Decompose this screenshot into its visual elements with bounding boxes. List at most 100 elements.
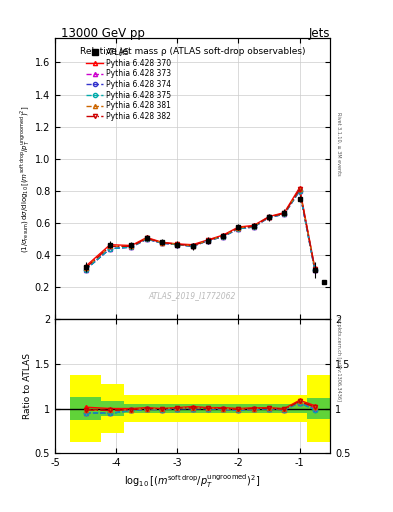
Pythia 6.428 375 — [144, 236, 149, 242]
Pythia 6.428 374 — [129, 244, 134, 250]
Line: Pythia 6.428 375: Pythia 6.428 375 — [83, 189, 317, 272]
Pythia 6.428 370 — [252, 222, 256, 228]
Line: Pythia 6.428 374: Pythia 6.428 374 — [83, 189, 317, 272]
Y-axis label: $(1/\sigma_{\rm resum})\,{\rm d}\sigma/{\rm d}\log_{10}[(m^{\rm soft\,drop}/p_T^: $(1/\sigma_{\rm resum})\,{\rm d}\sigma/{… — [18, 105, 32, 252]
Pythia 6.428 373 — [190, 243, 195, 249]
Bar — [292, 395, 307, 422]
Pythia 6.428 381 — [266, 214, 271, 220]
Bar — [307, 398, 323, 419]
Pythia 6.428 382 — [175, 241, 180, 247]
Pythia 6.428 382 — [129, 243, 134, 249]
Pythia 6.428 373 — [282, 211, 286, 217]
Pythia 6.428 382 — [83, 265, 88, 271]
Pythia 6.428 373 — [129, 244, 134, 250]
Text: mcplots.cern.ch [arXiv:1306.3436]: mcplots.cern.ch [arXiv:1306.3436] — [336, 316, 341, 401]
Pythia 6.428 381 — [297, 186, 302, 193]
Pythia 6.428 373 — [144, 236, 149, 242]
Bar — [307, 375, 323, 442]
Pythia 6.428 375 — [297, 188, 302, 194]
Bar — [170, 395, 185, 422]
Pythia 6.428 374 — [297, 188, 302, 194]
Pythia 6.428 373 — [175, 242, 180, 248]
Bar — [101, 401, 124, 416]
Pythia 6.428 375 — [282, 211, 286, 217]
Pythia 6.428 381 — [282, 210, 286, 217]
Pythia 6.428 374 — [206, 238, 210, 244]
Bar — [154, 395, 170, 422]
Bar — [185, 395, 200, 422]
Pythia 6.428 375 — [129, 244, 134, 250]
Pythia 6.428 374 — [221, 233, 226, 240]
Bar — [139, 395, 154, 422]
Pythia 6.428 375 — [236, 226, 241, 232]
Pythia 6.428 382 — [190, 243, 195, 249]
Pythia 6.428 375 — [206, 238, 210, 244]
Bar — [231, 404, 246, 413]
Bar — [139, 404, 154, 413]
Pythia 6.428 381 — [160, 240, 164, 246]
Bar — [101, 383, 124, 434]
Bar — [323, 398, 338, 419]
Pythia 6.428 370 — [312, 265, 317, 271]
Bar — [323, 375, 338, 442]
Line: Pythia 6.428 381: Pythia 6.428 381 — [83, 187, 317, 271]
Legend: ATLAS, Pythia 6.428 370, Pythia 6.428 373, Pythia 6.428 374, Pythia 6.428 375, P: ATLAS, Pythia 6.428 370, Pythia 6.428 37… — [86, 48, 171, 121]
Pythia 6.428 381 — [236, 225, 241, 231]
X-axis label: $\log_{10}[(m^{\rm soft\,drop}/p_T^{\rm ungroomed})^2]$: $\log_{10}[(m^{\rm soft\,drop}/p_T^{\rm … — [125, 472, 261, 490]
Pythia 6.428 381 — [252, 223, 256, 229]
Text: Relative jet mass ρ (ATLAS soft-drop observables): Relative jet mass ρ (ATLAS soft-drop obs… — [80, 47, 305, 56]
Bar — [170, 404, 185, 413]
Pythia 6.428 381 — [129, 243, 134, 249]
Pythia 6.428 373 — [160, 240, 164, 246]
Y-axis label: Ratio to ATLAS: Ratio to ATLAS — [23, 353, 32, 419]
Text: Rivet 3.1.10, ≥ 3M events: Rivet 3.1.10, ≥ 3M events — [336, 112, 341, 175]
Pythia 6.428 375 — [312, 267, 317, 273]
Pythia 6.428 373 — [266, 215, 271, 221]
Pythia 6.428 374 — [83, 267, 88, 273]
Pythia 6.428 382 — [297, 186, 302, 193]
Line: Pythia 6.428 370: Pythia 6.428 370 — [83, 186, 317, 270]
Pythia 6.428 375 — [266, 215, 271, 221]
Pythia 6.428 381 — [83, 265, 88, 271]
Pythia 6.428 370 — [83, 263, 88, 269]
Pythia 6.428 374 — [175, 242, 180, 248]
Pythia 6.428 375 — [160, 240, 164, 246]
Bar — [70, 397, 101, 420]
Bar — [277, 395, 292, 422]
Pythia 6.428 370 — [129, 242, 134, 248]
Pythia 6.428 370 — [144, 234, 149, 241]
Pythia 6.428 381 — [108, 243, 112, 249]
Bar — [215, 404, 231, 413]
Bar — [124, 395, 139, 422]
Bar — [246, 404, 261, 413]
Bar — [261, 395, 277, 422]
Pythia 6.428 370 — [160, 239, 164, 245]
Pythia 6.428 373 — [236, 226, 241, 232]
Bar — [215, 395, 231, 422]
Bar — [277, 404, 292, 413]
Pythia 6.428 374 — [190, 243, 195, 249]
Pythia 6.428 382 — [266, 214, 271, 220]
Pythia 6.428 373 — [252, 224, 256, 230]
Pythia 6.428 373 — [312, 267, 317, 273]
Pythia 6.428 374 — [266, 215, 271, 221]
Text: 13000 GeV pp: 13000 GeV pp — [61, 27, 145, 40]
Line: Pythia 6.428 373: Pythia 6.428 373 — [83, 189, 317, 272]
Pythia 6.428 382 — [160, 240, 164, 246]
Pythia 6.428 381 — [221, 233, 226, 239]
Bar — [261, 404, 277, 413]
Pythia 6.428 382 — [282, 210, 286, 217]
Pythia 6.428 375 — [83, 267, 88, 273]
Pythia 6.428 382 — [206, 237, 210, 243]
Pythia 6.428 370 — [206, 237, 210, 243]
Pythia 6.428 370 — [297, 185, 302, 191]
Pythia 6.428 382 — [236, 225, 241, 231]
Pythia 6.428 374 — [160, 240, 164, 246]
Bar — [246, 395, 261, 422]
Pythia 6.428 374 — [282, 211, 286, 217]
Bar — [124, 404, 139, 413]
Pythia 6.428 374 — [236, 226, 241, 232]
Text: ATLAS_2019_I1772062: ATLAS_2019_I1772062 — [149, 291, 236, 300]
Pythia 6.428 381 — [144, 235, 149, 241]
Bar — [70, 375, 101, 442]
